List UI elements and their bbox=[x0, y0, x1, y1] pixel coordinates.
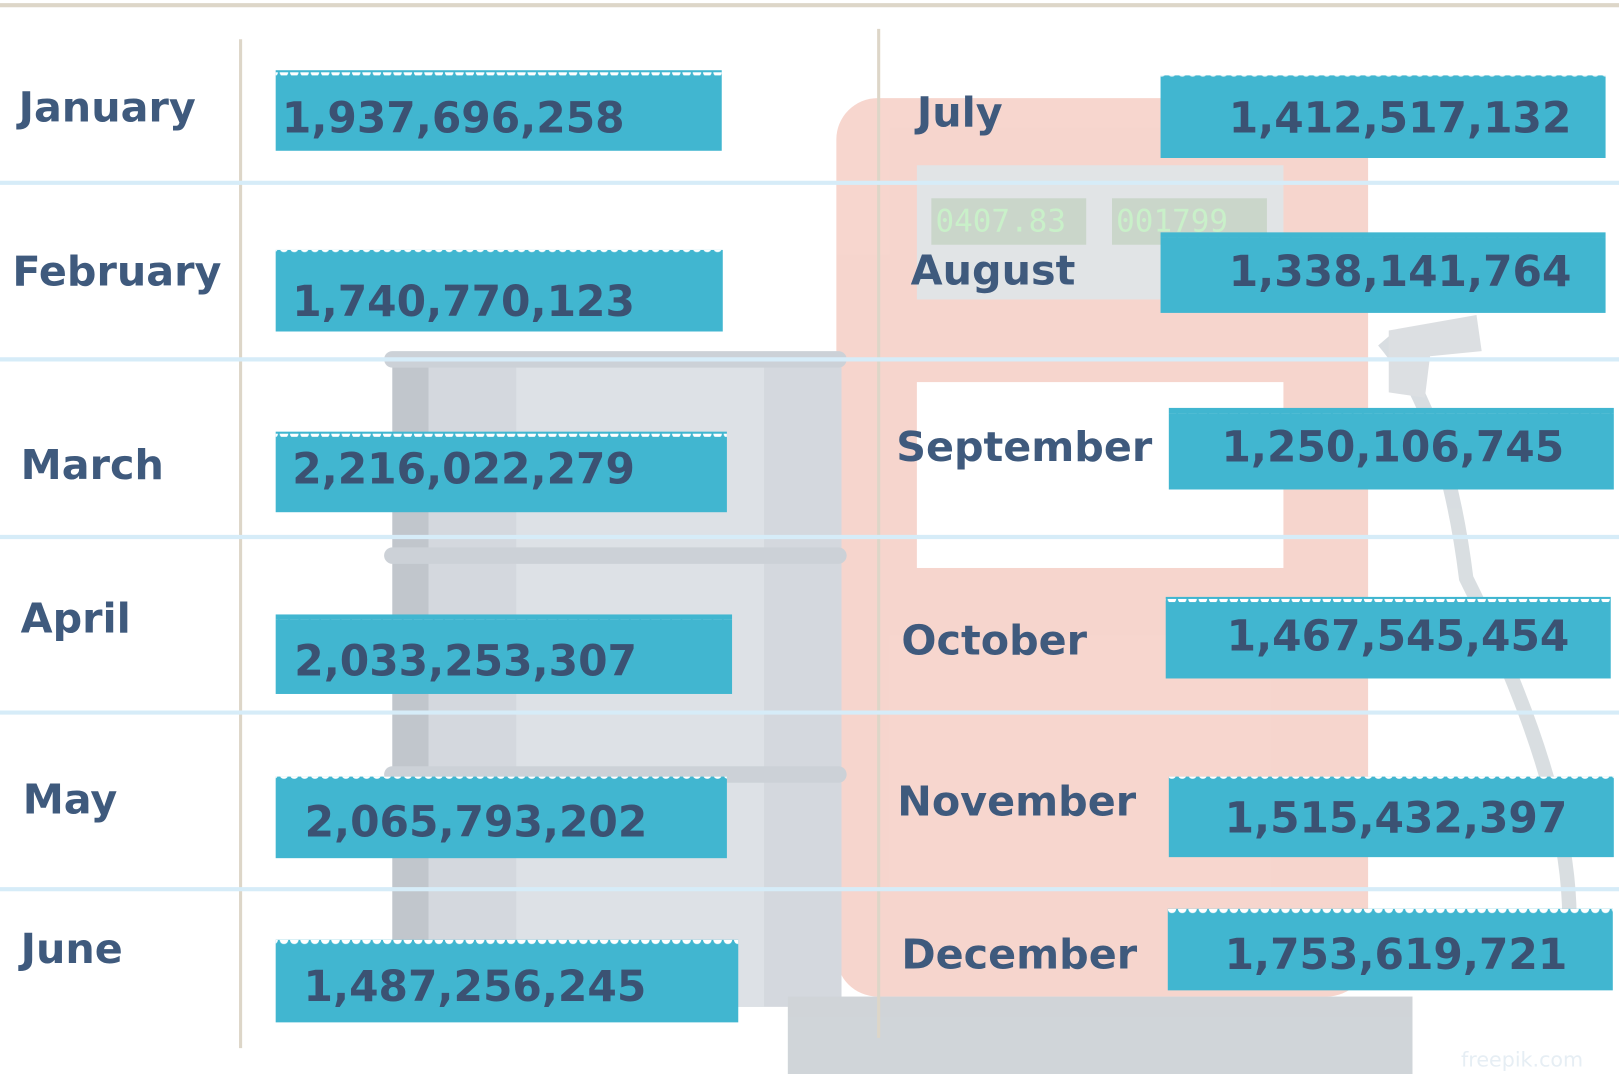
value-text: 1,338,141,764 bbox=[1229, 247, 1572, 296]
value-box-edge bbox=[1168, 909, 1613, 914]
value-text: 2,033,253,307 bbox=[294, 637, 637, 686]
value-box-edge bbox=[1169, 408, 1614, 413]
month-label: August bbox=[911, 247, 1076, 295]
value-text: 2,065,793,202 bbox=[305, 798, 648, 847]
value-text: 1,487,256,245 bbox=[304, 962, 647, 1011]
infographic: 0407.83 001799 freepik.com January1,937,… bbox=[0, 0, 1619, 1074]
value-box-edge bbox=[276, 777, 727, 782]
value-box-edge bbox=[1166, 597, 1611, 602]
month-label: November bbox=[897, 777, 1136, 825]
value-box-edge bbox=[276, 250, 723, 255]
pump-base bbox=[788, 997, 1413, 1074]
month-label: January bbox=[16, 83, 196, 131]
value-text: 1,250,106,745 bbox=[1221, 423, 1564, 472]
month-label: May bbox=[23, 775, 118, 823]
month-label: February bbox=[12, 248, 221, 296]
month-label: March bbox=[21, 441, 164, 489]
value-text: 1,937,696,258 bbox=[282, 93, 625, 142]
watermark: freepik.com bbox=[1461, 1048, 1583, 1072]
nozzle bbox=[1389, 315, 1482, 398]
value-box-edge bbox=[276, 940, 739, 945]
value-box-edge bbox=[1161, 75, 1606, 80]
month-label: April bbox=[21, 595, 131, 643]
value-text: 1,753,619,721 bbox=[1225, 930, 1568, 979]
month-label: July bbox=[914, 89, 1003, 137]
value-text: 1,412,517,132 bbox=[1229, 93, 1572, 142]
month-label: October bbox=[901, 616, 1087, 664]
value-text: 1,467,545,454 bbox=[1227, 612, 1570, 661]
month-label: June bbox=[18, 925, 123, 973]
page: {"months": [ {"label": "January", "value… bbox=[0, 0, 1619, 1074]
month-label: December bbox=[901, 930, 1137, 978]
value-text: 1,740,770,123 bbox=[292, 277, 635, 326]
value-box-edge bbox=[276, 70, 722, 75]
month-label: September bbox=[896, 423, 1153, 471]
pump-reading: 0407.83 bbox=[935, 204, 1066, 240]
barrel-rim bbox=[384, 547, 847, 564]
value-box-edge bbox=[1169, 777, 1614, 782]
value-text: 1,515,432,397 bbox=[1225, 793, 1568, 842]
value-box-edge bbox=[1161, 232, 1606, 237]
value-box-edge bbox=[276, 614, 732, 619]
value-box-edge bbox=[276, 432, 727, 437]
value-text: 2,216,022,279 bbox=[292, 444, 635, 493]
